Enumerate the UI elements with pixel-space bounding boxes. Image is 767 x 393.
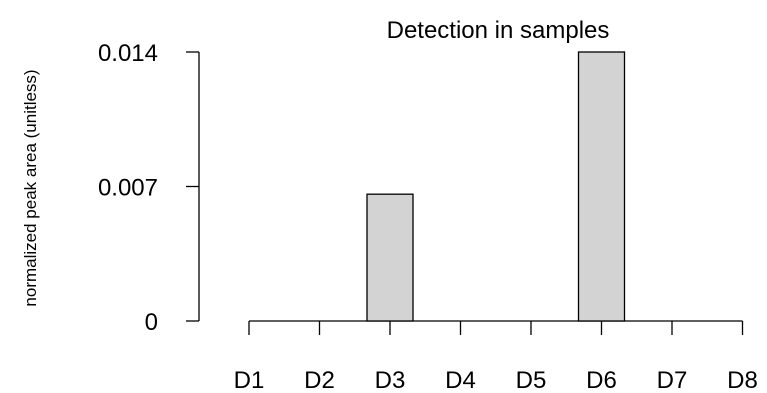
x-tick-label: D3 bbox=[375, 367, 406, 393]
bar-D3 bbox=[366, 193, 414, 322]
y-tick-label: 0.007 bbox=[98, 175, 158, 202]
x-axis: D1 D2 D3 D4 D5 D6 D7 D8 bbox=[234, 320, 758, 393]
y-tick-label: 0.014 bbox=[98, 40, 158, 67]
x-tick-label: D4 bbox=[445, 367, 476, 393]
x-tick-label: D2 bbox=[304, 367, 335, 393]
x-tick-label: D7 bbox=[657, 367, 688, 393]
bars bbox=[366, 51, 626, 322]
y-axis: 0 0.007 0.014 bbox=[98, 40, 200, 336]
y-axis-label: normalized peak area (unitless) bbox=[21, 69, 40, 306]
x-tick-label: D8 bbox=[727, 367, 758, 393]
x-tick-label: D6 bbox=[586, 367, 617, 393]
bar-D6 bbox=[577, 51, 626, 322]
x-tick-label: D5 bbox=[516, 367, 547, 393]
chart-title: Detection in samples bbox=[387, 17, 610, 44]
x-tick-label: D1 bbox=[234, 367, 265, 393]
y-tick-label: 0 bbox=[145, 309, 158, 336]
